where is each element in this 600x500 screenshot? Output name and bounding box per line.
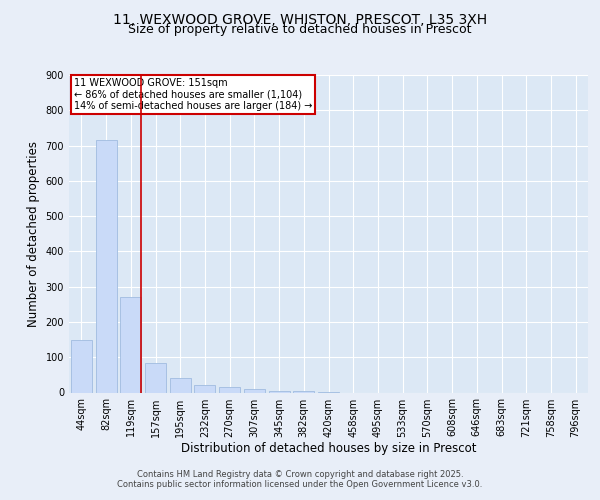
Bar	[170, 378, 191, 392]
X-axis label: Distribution of detached houses by size in Prescot: Distribution of detached houses by size …	[181, 442, 476, 456]
Bar	[120, 297, 141, 392]
Bar	[269, 390, 290, 392]
Bar	[71, 340, 92, 392]
Bar	[194, 386, 215, 392]
Bar	[145, 362, 166, 392]
Text: Size of property relative to detached houses in Prescot: Size of property relative to detached ho…	[128, 22, 472, 36]
Text: Contains HM Land Registry data © Crown copyright and database right 2025.: Contains HM Land Registry data © Crown c…	[137, 470, 463, 479]
Text: 11, WEXWOOD GROVE, WHISTON, PRESCOT, L35 3XH: 11, WEXWOOD GROVE, WHISTON, PRESCOT, L35…	[113, 12, 487, 26]
Bar	[219, 387, 240, 392]
Text: 11 WEXWOOD GROVE: 151sqm
← 86% of detached houses are smaller (1,104)
14% of sem: 11 WEXWOOD GROVE: 151sqm ← 86% of detach…	[74, 78, 313, 112]
Bar	[95, 140, 116, 392]
Text: Contains public sector information licensed under the Open Government Licence v3: Contains public sector information licen…	[118, 480, 482, 489]
Y-axis label: Number of detached properties: Number of detached properties	[27, 141, 40, 327]
Bar	[244, 389, 265, 392]
